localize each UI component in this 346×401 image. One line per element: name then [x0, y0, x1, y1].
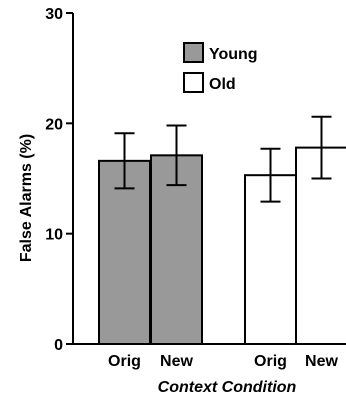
legend-swatch-young: [183, 42, 204, 63]
y-axis-label: False Alarms (%): [18, 134, 35, 262]
category-label: New: [160, 353, 193, 370]
y-tick-label: 20: [45, 116, 63, 133]
y-tick-label: 10: [45, 227, 63, 244]
category-label: New: [305, 353, 338, 370]
y-tick-label: 0: [54, 337, 63, 354]
bar-young-orig: [98, 159, 151, 345]
legend-label-young: Young: [209, 46, 258, 63]
category-label: Orig: [108, 353, 141, 370]
legend-swatch-old: [183, 72, 204, 93]
x-axis-label: Context Condition: [158, 379, 297, 396]
legend-label-old: Old: [209, 76, 236, 93]
y-tick-label: 30: [45, 6, 63, 23]
category-label: Orig: [254, 353, 287, 370]
bar-old-new: [295, 146, 346, 345]
bar-young-new: [150, 154, 203, 345]
